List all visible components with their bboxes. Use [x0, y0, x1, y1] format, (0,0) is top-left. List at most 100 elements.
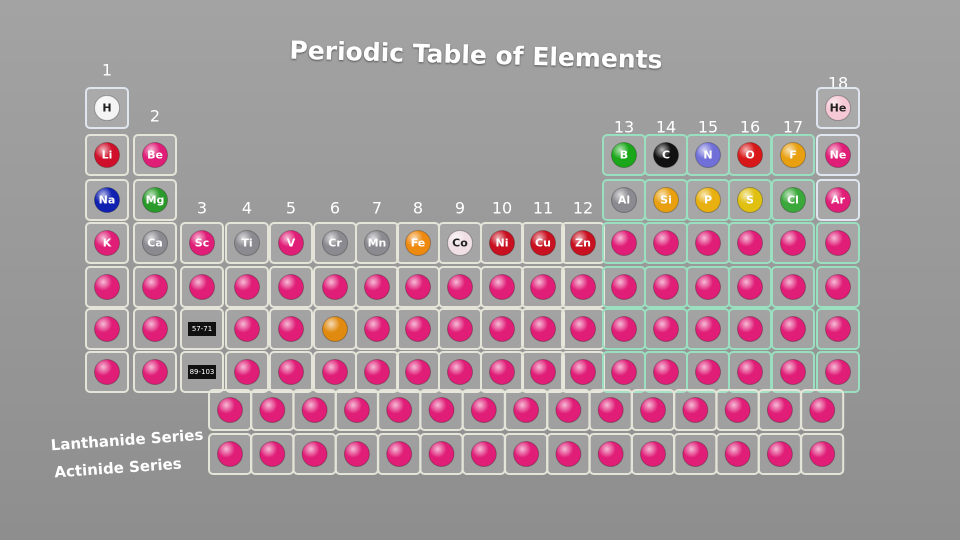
ball-shine [302, 441, 328, 467]
ball-shine [471, 441, 497, 467]
ball-shine [142, 359, 168, 385]
group-number: 4 [242, 199, 252, 218]
ball-shine [725, 397, 751, 423]
ball-shine [682, 441, 708, 467]
ball-shine [598, 397, 624, 423]
ball-shine [530, 359, 556, 385]
ball-shine [825, 187, 851, 213]
ball-shine [737, 274, 763, 300]
element-symbol: Cr [328, 237, 342, 250]
ball-shine [364, 316, 390, 342]
element-symbol: Ti [241, 237, 252, 250]
element-symbol: V [287, 237, 296, 250]
ball-shine [611, 274, 637, 300]
ball-shine [94, 95, 120, 121]
element-symbol: F [789, 149, 797, 162]
ball-shine [234, 274, 260, 300]
element-symbol: Ar [831, 194, 846, 207]
series-marker: 57-71 [192, 325, 212, 333]
ball-shine [737, 230, 763, 256]
element-symbol: Ni [496, 237, 509, 250]
ball-shine [695, 142, 721, 168]
ball-shine [489, 230, 515, 256]
ball-shine [555, 441, 581, 467]
ball-shine [344, 441, 370, 467]
ball-shine [94, 316, 120, 342]
group-number: 11 [533, 199, 553, 218]
ball-shine [142, 187, 168, 213]
ball-shine [555, 397, 581, 423]
group-number: 14 [656, 118, 676, 137]
ball-shine [825, 230, 851, 256]
ball-shine [611, 230, 637, 256]
ball-shine [825, 359, 851, 385]
ball-shine [825, 95, 851, 121]
ball-shine [94, 359, 120, 385]
ball-shine [234, 359, 260, 385]
ball-shine [530, 230, 556, 256]
ball-shine [725, 441, 751, 467]
ball-shine [94, 187, 120, 213]
ball-shine [780, 274, 806, 300]
ball-shine [278, 230, 304, 256]
ball-shine [653, 230, 679, 256]
ball-shine [825, 274, 851, 300]
ball-shine [653, 359, 679, 385]
ball-shine [737, 187, 763, 213]
ball-shine [259, 441, 285, 467]
ball-shine [217, 441, 243, 467]
element-symbol: H [102, 102, 111, 115]
element-symbol: Ne [830, 149, 847, 162]
ball-shine [809, 397, 835, 423]
ball-shine [405, 274, 431, 300]
ball-shine [302, 397, 328, 423]
group-number: 8 [413, 199, 423, 218]
ball-shine [447, 359, 473, 385]
ball-shine [598, 441, 624, 467]
element-symbol: Cu [535, 237, 551, 250]
ball-shine [530, 274, 556, 300]
ball-shine [259, 397, 285, 423]
ball-shine [570, 316, 596, 342]
ball-shine [322, 230, 348, 256]
ball-shine [780, 142, 806, 168]
ball-shine [825, 316, 851, 342]
ball-shine [142, 142, 168, 168]
ball-shine [513, 397, 539, 423]
ball-shine [780, 359, 806, 385]
group-number: 17 [783, 118, 803, 137]
element-symbol: Mn [368, 237, 387, 250]
ball-shine [429, 397, 454, 423]
series-marker-box [188, 322, 216, 336]
ball-shine [189, 230, 215, 256]
ball-shine [278, 316, 304, 342]
element-symbol: Co [452, 237, 468, 250]
ball-shine [489, 316, 515, 342]
ball-shine [489, 274, 515, 300]
ball-shine [142, 230, 168, 256]
ball-shine [653, 274, 679, 300]
element-symbol: He [830, 102, 847, 115]
group-number: 1 [102, 61, 112, 80]
series-marker-box [188, 365, 216, 379]
element-symbol: Cl [787, 194, 799, 207]
ball-shine [447, 230, 473, 256]
ball-shine [695, 359, 721, 385]
group-number: 12 [573, 199, 593, 218]
group-number: 3 [197, 199, 207, 218]
element-symbol: N [703, 149, 712, 162]
ball-shine [570, 359, 596, 385]
ball-shine [489, 359, 515, 385]
ball-shine [278, 274, 304, 300]
ball-shine [611, 142, 637, 168]
ball-shine [405, 316, 431, 342]
element-symbol: Be [147, 149, 163, 162]
ball-shine [737, 359, 763, 385]
group-number: 2 [150, 107, 160, 126]
group-number: 6 [330, 199, 340, 218]
element-symbol: Fe [411, 237, 426, 250]
ball-shine [695, 274, 721, 300]
ball-shine [234, 230, 260, 256]
ball-shine [767, 441, 793, 467]
